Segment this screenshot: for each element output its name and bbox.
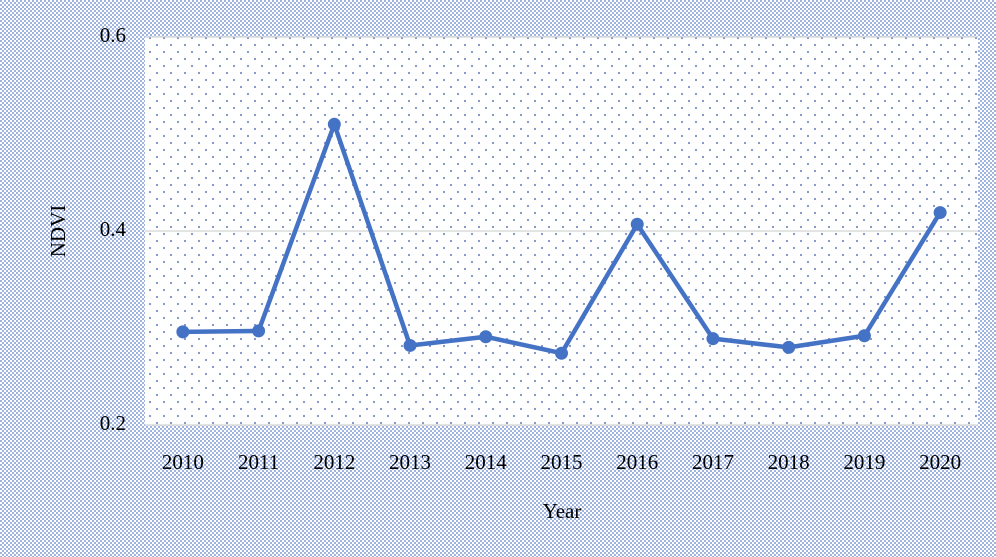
- x-tick-label: 2013: [389, 450, 431, 474]
- data-point: [782, 340, 796, 354]
- data-point: [933, 206, 947, 220]
- x-tick-label: 2017: [692, 450, 734, 474]
- x-axis-label: Year: [543, 499, 582, 523]
- data-point: [857, 329, 871, 343]
- x-tick-label: 2015: [541, 450, 583, 474]
- x-tick-label: 2018: [768, 450, 810, 474]
- data-point: [327, 117, 341, 131]
- data-point: [403, 338, 417, 352]
- y-axis-label: NDVI: [46, 205, 70, 258]
- data-point: [706, 332, 720, 346]
- data-point: [555, 346, 568, 360]
- data-point: [479, 330, 493, 344]
- x-tick-label: 2016: [616, 450, 658, 474]
- data-point: [252, 324, 266, 338]
- x-tick-label: 2014: [465, 450, 508, 474]
- y-tick-label: 0.6: [100, 23, 126, 47]
- data-point: [176, 325, 190, 339]
- data-point: [630, 217, 644, 231]
- y-tick-label: 0.2: [100, 411, 126, 435]
- x-tick-label: 2010: [162, 450, 204, 474]
- x-tick-label: 2011: [238, 450, 279, 474]
- x-tick-label: 2020: [919, 450, 961, 474]
- y-tick-label: 0.4: [100, 217, 127, 241]
- x-tick-label: 2019: [843, 450, 885, 474]
- x-tick-label: 2012: [313, 450, 355, 474]
